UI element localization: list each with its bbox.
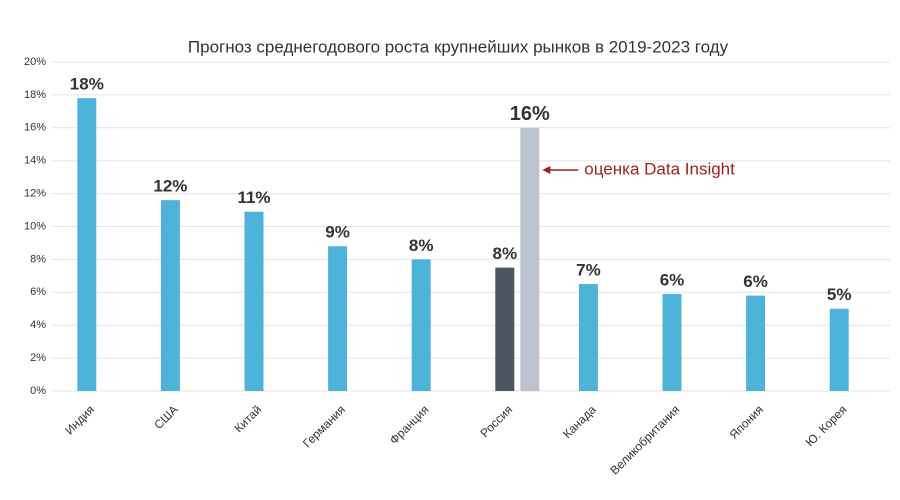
bar xyxy=(495,267,515,391)
x-tick-label: США xyxy=(151,402,180,431)
bar xyxy=(662,293,682,391)
value-label: 12% xyxy=(153,177,187,196)
value-label: 18% xyxy=(70,75,104,94)
y-tick-label: 6% xyxy=(30,286,46,298)
value-label: 11% xyxy=(237,188,270,207)
value-label: 5% xyxy=(827,285,852,304)
x-tick-label: Германия xyxy=(300,402,348,450)
x-tick-label: Франция xyxy=(387,402,432,447)
bar xyxy=(244,211,264,391)
value-label: 8% xyxy=(493,244,518,263)
bar xyxy=(746,295,766,391)
x-tick-label: Япония xyxy=(727,402,766,441)
y-tick-label: 20% xyxy=(24,56,46,68)
y-tick-label: 12% xyxy=(24,188,46,200)
x-tick-label: Китай xyxy=(232,402,265,435)
value-label: 7% xyxy=(576,261,601,280)
value-label: 9% xyxy=(325,223,350,242)
value-label: 6% xyxy=(743,272,768,291)
y-tick-label: 16% xyxy=(24,122,46,134)
value-label: 8% xyxy=(409,236,434,255)
bar xyxy=(829,308,849,391)
y-tick-label: 2% xyxy=(30,352,46,364)
y-tick-label: 18% xyxy=(24,89,46,101)
value-label: 6% xyxy=(660,270,685,289)
annotation: оценка Data Insight xyxy=(584,159,735,178)
bar xyxy=(520,127,540,392)
y-tick-label: 0% xyxy=(30,385,46,397)
x-tick-label: Россия xyxy=(477,402,515,440)
bar xyxy=(160,200,180,391)
bar xyxy=(411,259,431,391)
x-tick-label: Ю. Корея xyxy=(803,402,850,449)
bar xyxy=(328,246,348,391)
y-tick-label: 10% xyxy=(24,220,46,232)
bar xyxy=(77,98,97,391)
chart-title: Прогноз среднегодового роста крупнейших … xyxy=(188,37,729,56)
x-tick-label: Великобритания xyxy=(607,402,682,477)
x-tick-label: Индия xyxy=(62,402,97,437)
y-tick-label: 8% xyxy=(30,253,46,265)
annotation-arrowhead xyxy=(542,166,551,174)
bar xyxy=(578,284,598,391)
y-tick-label: 14% xyxy=(24,155,46,167)
y-tick-label: 4% xyxy=(30,319,46,331)
value-label: 16% xyxy=(510,103,550,125)
x-tick-label: Канада xyxy=(560,402,599,441)
